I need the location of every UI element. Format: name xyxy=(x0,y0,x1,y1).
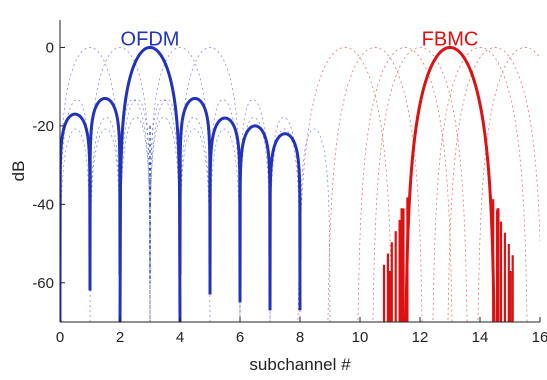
x-tick-label: 2 xyxy=(116,329,124,346)
fbmc-main-lobe xyxy=(404,45,496,322)
ofdm-series xyxy=(60,45,302,322)
x-tick-label: 6 xyxy=(236,329,244,346)
fbmc-neighbor-curve xyxy=(465,47,540,322)
ofdm-sidelobe xyxy=(88,96,122,275)
x-tick-label: 8 xyxy=(296,329,304,346)
fbmc-neighbor-curve xyxy=(315,47,435,322)
y-tick-label: -60 xyxy=(32,275,54,292)
x-tick-label: 4 xyxy=(176,329,184,346)
x-axis-label: subchannel # xyxy=(249,355,351,374)
x-tick-label: 16 xyxy=(532,329,547,346)
fbmc-series xyxy=(382,45,514,322)
fbmc-annotation: FBMC xyxy=(422,29,479,51)
ofdm-neighbor-curve xyxy=(60,47,211,322)
axes: 0 2 4 6 8 10 12 14 16 0 -20 -40 -60 xyxy=(32,20,547,346)
ofdm-neighbor-curve xyxy=(60,47,241,322)
ofdm-sidelobe xyxy=(178,96,212,275)
ofdm-sidelobe xyxy=(238,124,272,303)
fbmc-neighbor-curve xyxy=(420,47,540,322)
fbmc-neighbor-curve xyxy=(360,47,480,322)
y-tick-label: -40 xyxy=(32,196,54,213)
ofdm-main-lobe xyxy=(118,45,182,322)
x-tick-label: 14 xyxy=(472,329,489,346)
ghost-curves xyxy=(60,47,540,322)
y-tick-label: -20 xyxy=(32,118,54,135)
x-tick-label: 12 xyxy=(412,329,429,346)
ofdm-sidelobe xyxy=(268,132,302,311)
ofdm-annotation: OFDM xyxy=(121,29,180,51)
fbmc-neighbor-curve xyxy=(285,47,405,322)
x-tick-label: 10 xyxy=(352,329,369,346)
ofdm-sidelobe xyxy=(208,116,242,295)
y-axis-label: dB xyxy=(9,161,28,182)
ofdm-neighbor-curve xyxy=(89,47,331,322)
fbmc-neighbor-curve xyxy=(435,47,540,322)
fbmc-neighbor-curve xyxy=(345,47,465,322)
ofdm-sidelobe xyxy=(60,112,92,291)
x-tick-label: 0 xyxy=(56,329,64,346)
y-tick-label: 0 xyxy=(46,39,54,56)
ofdm-neighbor-curve xyxy=(60,47,301,322)
